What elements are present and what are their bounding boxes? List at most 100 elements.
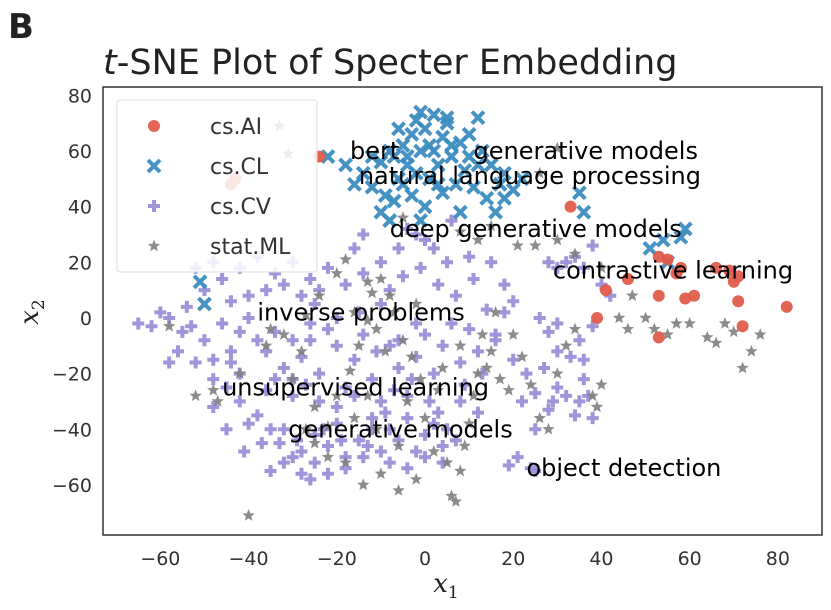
point-cs-cl: [576, 204, 592, 220]
point-cs-cv: [291, 434, 304, 447]
chart-title: t-SNE Plot of Specter Embedding: [103, 43, 677, 83]
point-cs-cv: [427, 367, 440, 380]
point-stat-ml: [357, 478, 370, 491]
point-cs-cv: [529, 387, 542, 400]
point-stat-ml: [551, 141, 564, 154]
point-stat-ml: [339, 253, 352, 265]
point-cs-cl: [417, 121, 433, 137]
point-cs-cl: [488, 204, 503, 220]
point-stat-ml: [471, 367, 485, 379]
point-cs-ai: [599, 284, 612, 297]
point-stat-ml: [374, 272, 388, 285]
point-stat-ml: [745, 344, 758, 357]
x-axis-label: x1: [433, 569, 459, 603]
plot-frame: [102, 86, 823, 536]
point-stat-ml: [449, 495, 463, 507]
annotation-label: natural language processing: [359, 162, 701, 190]
point-cs-cv: [414, 261, 427, 274]
point-cs-cl: [192, 274, 208, 290]
point-cs-cl: [457, 163, 473, 178]
point-cs-cv: [361, 439, 374, 452]
point-cs-cv: [432, 278, 445, 291]
point-cs-cl: [571, 185, 587, 201]
point-cs-cl: [364, 149, 380, 164]
point-cs-cv: [339, 381, 352, 394]
point-cs-cv: [529, 423, 542, 436]
point-cs-cv: [321, 467, 334, 480]
y-tick-label: −20: [52, 364, 92, 386]
point-cs-cl: [452, 204, 468, 220]
point-cs-cv: [401, 412, 414, 425]
point-stat-ml: [361, 314, 374, 326]
x-tick-label: 20: [501, 548, 525, 570]
y-tick-label: 0: [80, 308, 92, 330]
point-cs-ai: [652, 331, 665, 344]
point-cs-cv: [551, 381, 564, 394]
annotation-label: generative models: [474, 137, 698, 165]
point-cs-cv: [207, 401, 220, 413]
point-cs-cl: [364, 179, 380, 195]
point-cs-cv: [445, 214, 458, 227]
point-stat-ml: [595, 261, 608, 274]
annotation-label: unsupervised learning: [222, 374, 489, 402]
point-cs-cv: [467, 273, 480, 285]
point-cs-cv: [560, 256, 573, 269]
point-cs-cv: [432, 406, 445, 419]
point-cs-cl: [439, 110, 455, 126]
point-cs-cl: [448, 176, 464, 192]
point-cs-ai: [652, 250, 665, 263]
legend-marker-cs-cv: [148, 200, 160, 212]
point-cs-cv: [242, 289, 255, 302]
point-cs-cv: [357, 228, 370, 241]
point-cs-cl: [444, 149, 459, 164]
point-cs-cv: [251, 334, 264, 347]
point-cs-cv: [176, 325, 189, 338]
point-cs-cv: [330, 401, 343, 413]
legend: cs.AI cs.CL cs.CV stat.ML: [116, 99, 318, 273]
point-cs-cv: [449, 289, 462, 302]
point-cs-cv: [189, 356, 202, 369]
point-stat-ml: [511, 239, 524, 251]
point-stat-ml: [502, 383, 515, 396]
point-cs-cv: [366, 412, 379, 425]
point-stat-ml: [493, 372, 507, 385]
point-cs-cv: [132, 317, 145, 330]
point-cs-cv: [374, 395, 387, 408]
point-stat-ml: [396, 211, 410, 224]
point-stat-ml: [458, 439, 471, 452]
annotation-label: bert: [350, 137, 399, 165]
point-cs-cv: [304, 334, 317, 347]
point-cs-cv: [489, 328, 502, 341]
point-cs-cv: [577, 373, 590, 386]
point-stat-ml: [754, 328, 767, 340]
axis-ticks: −60 −40 −20 0 20 40 60 80 80 60 40 20 0 −20 −40 −60: [52, 85, 790, 570]
point-cs-cl: [377, 188, 393, 203]
legend-marker-stat-ml: [147, 239, 161, 252]
point-cs-ai: [723, 264, 736, 277]
series-cs-ai: [224, 150, 793, 344]
point-cs-cl: [677, 221, 693, 237]
point-cs-cl: [320, 149, 336, 164]
point-cs-cv: [277, 456, 290, 469]
point-stat-ml: [701, 330, 714, 343]
point-cs-cl: [373, 204, 389, 220]
y-axis-label-sub: 2: [29, 299, 49, 310]
point-stat-ml: [392, 483, 405, 496]
point-cs-cv: [295, 467, 308, 480]
point-stat-ml: [467, 389, 480, 402]
point-cs-cv: [180, 300, 193, 313]
point-cs-cv: [410, 228, 423, 241]
point-stat-ml: [396, 333, 410, 346]
point-stat-ml: [529, 239, 542, 251]
point-stat-ml: [462, 417, 476, 429]
point-cs-cv: [546, 395, 559, 408]
point-cs-cv: [401, 222, 414, 235]
point-cs-cv: [449, 434, 462, 447]
point-cs-cv: [233, 395, 246, 408]
point-cs-cv: [185, 320, 198, 333]
point-cs-cv: [471, 406, 484, 419]
point-cs-cv: [330, 311, 343, 324]
point-cs-cv: [277, 278, 290, 291]
point-cs-cl: [461, 126, 477, 142]
point-cs-cv: [392, 242, 405, 255]
